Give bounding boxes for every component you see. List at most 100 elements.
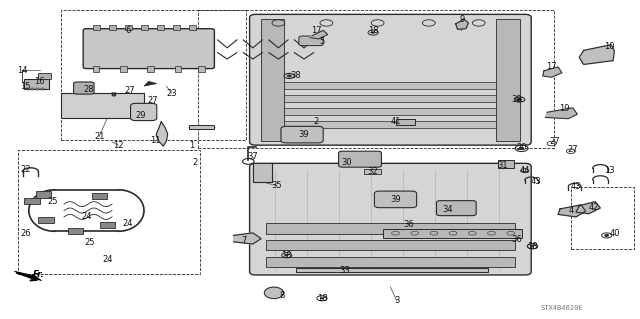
Text: 27: 27 bbox=[550, 137, 560, 146]
Text: 27: 27 bbox=[124, 86, 134, 95]
Bar bbox=[175, 66, 181, 72]
FancyBboxPatch shape bbox=[299, 36, 323, 46]
Text: 41: 41 bbox=[390, 117, 401, 126]
Text: 18: 18 bbox=[282, 251, 292, 260]
Text: 39: 39 bbox=[299, 130, 309, 139]
Bar bbox=[147, 66, 154, 72]
Polygon shape bbox=[144, 81, 157, 86]
Bar bbox=[120, 66, 127, 72]
Bar bbox=[24, 79, 49, 89]
Text: Fr.: Fr. bbox=[33, 270, 45, 279]
Bar bbox=[571, 187, 634, 249]
FancyBboxPatch shape bbox=[436, 201, 476, 216]
Text: 10: 10 bbox=[604, 42, 614, 51]
Text: 22: 22 bbox=[20, 165, 31, 174]
Text: 37: 37 bbox=[248, 152, 258, 161]
Bar bbox=[125, 25, 132, 30]
Bar bbox=[266, 240, 515, 250]
Bar bbox=[68, 228, 83, 234]
Text: 3: 3 bbox=[394, 296, 399, 305]
Text: 36: 36 bbox=[512, 235, 522, 244]
Bar bbox=[61, 93, 144, 118]
Text: 18: 18 bbox=[317, 294, 327, 303]
Text: 34: 34 bbox=[443, 205, 453, 214]
Polygon shape bbox=[456, 19, 468, 29]
Bar bbox=[26, 88, 29, 90]
Text: 11: 11 bbox=[150, 137, 161, 145]
Text: 2: 2 bbox=[313, 117, 318, 126]
Polygon shape bbox=[264, 287, 284, 299]
Circle shape bbox=[287, 75, 291, 77]
Bar bbox=[157, 25, 164, 30]
Text: STX4B4020E: STX4B4020E bbox=[541, 305, 583, 311]
Bar bbox=[61, 10, 246, 140]
Text: 40: 40 bbox=[609, 229, 620, 238]
Bar bbox=[364, 169, 381, 174]
Bar bbox=[266, 95, 515, 102]
FancyBboxPatch shape bbox=[131, 103, 157, 121]
Text: 43: 43 bbox=[571, 182, 581, 191]
Text: 18: 18 bbox=[527, 242, 538, 251]
Text: 16: 16 bbox=[35, 77, 45, 86]
Polygon shape bbox=[543, 67, 562, 77]
FancyBboxPatch shape bbox=[339, 151, 381, 167]
Bar bbox=[109, 25, 116, 30]
Text: 25: 25 bbox=[84, 238, 95, 247]
Bar bbox=[296, 268, 488, 272]
Text: 20: 20 bbox=[516, 143, 527, 152]
Text: 27: 27 bbox=[147, 96, 157, 105]
FancyBboxPatch shape bbox=[83, 29, 214, 69]
Text: 18: 18 bbox=[368, 26, 378, 35]
Text: 17: 17 bbox=[312, 26, 322, 35]
Bar bbox=[189, 125, 214, 129]
Bar bbox=[141, 25, 148, 30]
Text: 31: 31 bbox=[497, 161, 508, 170]
Text: 36: 36 bbox=[403, 220, 413, 229]
Polygon shape bbox=[156, 122, 168, 146]
Text: 38: 38 bbox=[291, 71, 301, 80]
Text: 5: 5 bbox=[319, 37, 324, 46]
Text: 24: 24 bbox=[123, 219, 133, 228]
Polygon shape bbox=[576, 202, 600, 214]
Polygon shape bbox=[234, 233, 261, 244]
FancyBboxPatch shape bbox=[281, 126, 323, 143]
Bar bbox=[266, 257, 515, 267]
Text: 6: 6 bbox=[125, 26, 131, 35]
Text: 30: 30 bbox=[342, 158, 352, 167]
Bar bbox=[92, 193, 107, 199]
Text: 44: 44 bbox=[520, 166, 530, 175]
FancyBboxPatch shape bbox=[250, 163, 531, 275]
Polygon shape bbox=[558, 205, 586, 217]
Text: 23: 23 bbox=[166, 89, 177, 98]
Bar bbox=[198, 66, 205, 72]
Circle shape bbox=[605, 234, 609, 236]
Bar bbox=[38, 73, 51, 79]
Circle shape bbox=[285, 255, 288, 256]
Bar bbox=[498, 160, 514, 168]
Text: 8: 8 bbox=[279, 291, 284, 300]
Bar bbox=[266, 121, 515, 128]
Bar bbox=[100, 222, 115, 228]
Text: 9: 9 bbox=[460, 15, 465, 24]
Polygon shape bbox=[14, 271, 42, 281]
FancyBboxPatch shape bbox=[374, 191, 417, 208]
FancyBboxPatch shape bbox=[250, 14, 531, 145]
Bar bbox=[93, 66, 99, 72]
Text: 21: 21 bbox=[94, 132, 104, 141]
Bar bbox=[173, 25, 180, 30]
Text: 38: 38 bbox=[512, 95, 522, 104]
Bar bbox=[18, 150, 200, 274]
Text: 43: 43 bbox=[531, 177, 541, 186]
Text: 24: 24 bbox=[102, 256, 113, 264]
Bar bbox=[266, 223, 515, 234]
Text: 27: 27 bbox=[568, 145, 578, 154]
Text: 1: 1 bbox=[189, 141, 195, 150]
Bar bbox=[261, 19, 284, 141]
Bar bbox=[266, 82, 515, 89]
Bar bbox=[93, 25, 100, 30]
Text: 15: 15 bbox=[20, 82, 31, 91]
Text: 14: 14 bbox=[17, 66, 28, 75]
Bar bbox=[266, 108, 515, 115]
Circle shape bbox=[518, 99, 522, 100]
Bar bbox=[36, 88, 39, 90]
